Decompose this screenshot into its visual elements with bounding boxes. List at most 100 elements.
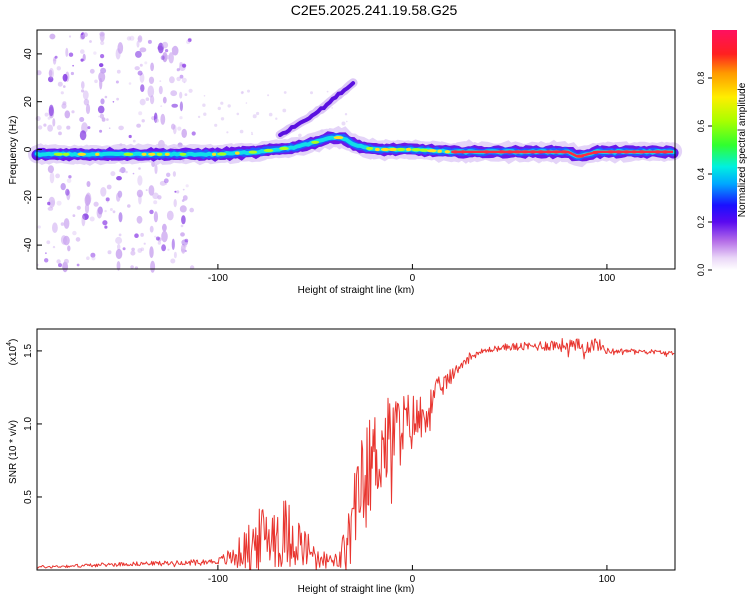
snr-x-label: Height of straight line (km) (298, 584, 415, 595)
spectrogram-noise-speck (165, 49, 169, 53)
spectrogram-noise-speck (148, 185, 155, 196)
spectrogram-noise-speck (79, 34, 85, 40)
snr-multiplier-exp: 4 (6, 342, 13, 346)
spectrogram-core-blob (333, 136, 344, 140)
spectrogram-core-blob (263, 148, 274, 153)
spectrogram-noise-speck (49, 33, 56, 40)
spectrogram-noise-speck (138, 167, 141, 170)
spectrogram-core-blob (248, 150, 258, 154)
spectrogram-noise-speck (67, 245, 71, 252)
spectrogram-harmonic-branch (278, 81, 356, 137)
spectrogram-noise-speck (49, 171, 55, 184)
spectrogram-noise-speck (170, 90, 178, 97)
spectrogram-noise-speck (107, 250, 112, 255)
spectrogram-noise-speck (189, 207, 194, 213)
spectrogram-noise-speck (99, 129, 103, 133)
spectrogram-noise-speck (132, 139, 136, 143)
spectrogram-noise-speck (62, 101, 67, 106)
spectrogram-noise-speck (184, 238, 189, 243)
spectrogram-noise-speck (226, 131, 229, 134)
spectrogram-noise-speck (167, 248, 170, 251)
spectrogram-noise-speck (115, 248, 123, 260)
spectrogram-noise-speck (154, 118, 159, 123)
spectrogram-noise-speck (188, 88, 193, 93)
spectrogram-noise-speck (138, 193, 142, 205)
spectrogram-noise-speck (310, 91, 313, 95)
spectrogram-core-blob (375, 147, 380, 152)
colorbar-tick-label: 0.6 (696, 120, 706, 133)
spectrogram-noise-speck (154, 235, 157, 238)
spectrogram-noise-speck (241, 91, 244, 94)
spectrogram-noise-speck (149, 209, 154, 215)
spectrogram-noise-speck (236, 112, 240, 116)
spectrogram-noise-speck (89, 216, 95, 222)
figure-title: C2E5.2025.241.19.58.G25 (291, 2, 458, 18)
spectrogram-noise-speck (147, 39, 152, 44)
spectrogram-noise-speck (220, 101, 224, 105)
spectrogram-noise-speck (176, 190, 180, 194)
spectrogram-noise-speck (159, 80, 162, 82)
spectrogram-noise-speck (346, 120, 348, 123)
spectrogram-noise-speck (166, 172, 171, 177)
spectrogram-noise-speck (166, 210, 174, 221)
spectrogram-x-tick-label: -100 (208, 273, 228, 284)
spectrogram-core-blob (396, 147, 406, 152)
spectrogram-noise-speck (102, 220, 108, 226)
spectrogram-noise-speck (171, 123, 176, 130)
spectrogram-noise-speck (63, 218, 70, 229)
spectrogram-noise-speck (57, 81, 63, 87)
spectrogram-noise-speck (217, 106, 221, 111)
spectrogram-noise-speck (122, 247, 126, 251)
spectrogram-y-tick-label: 20 (23, 96, 34, 108)
spectrogram-noise-speck (60, 91, 64, 95)
spectrogram-noise-speck (251, 131, 253, 134)
spectrogram-core-blob (179, 152, 187, 156)
spectrogram-noise-speck (191, 131, 196, 136)
snr-x-tick-label: 0 (410, 574, 416, 585)
spectrogram-noise-speck (139, 63, 143, 67)
spectrogram-y-ticks: -40 -20 0 20 40 (23, 48, 42, 252)
spectrogram-noise-speck (48, 76, 54, 83)
spectrogram-noise-speck (214, 123, 218, 127)
spectrogram-core-blob (211, 152, 217, 156)
spectrogram-noise-speck (181, 128, 187, 138)
svg-text:(x104): (x104) (6, 339, 19, 366)
spectrogram-noise-speck (118, 233, 122, 237)
spectrogram-noise-speck (109, 208, 113, 211)
spectrogram-noise-speck (116, 69, 121, 74)
spectrogram-noise-speck (161, 230, 168, 243)
spectrogram-noise-speck (47, 116, 51, 120)
colorbar-ticks: 0.0 0.2 0.4 0.6 0.8 (696, 72, 712, 276)
spectrogram-noise-speck (136, 123, 142, 128)
spectrogram-noise-speck (83, 32, 88, 38)
spectrogram-noise-speck (181, 248, 185, 253)
spectrogram-noise-speck (202, 103, 206, 107)
spectrogram-noise-speck (252, 114, 257, 119)
spectrogram-noise-speck (140, 232, 144, 237)
spectrogram-core-blob (217, 152, 227, 156)
colorbar-tick-label: 0.8 (696, 72, 706, 85)
spectrogram-noise-speck (80, 49, 85, 54)
spectrogram-noise-speck (79, 130, 87, 141)
spectrogram-noise-speck (160, 55, 165, 60)
spectrogram-noise-speck (56, 200, 62, 206)
spectrogram-noise-speck (157, 241, 162, 245)
spectrogram-noise-speck (176, 68, 180, 72)
spectrogram-core-blob (235, 151, 240, 155)
spectrogram-noise-speck (173, 251, 177, 259)
spectrogram-noise-speck (106, 184, 112, 190)
spectrogram-noise-speck (79, 117, 85, 122)
spectrogram-noise-speck (62, 73, 68, 82)
spectrogram-noise-speck (160, 113, 166, 125)
snr-series-line (36, 338, 675, 571)
spectrogram-noise-speck (169, 76, 175, 84)
spectrogram-noise-speck (48, 69, 53, 77)
spectrogram-noise-speck (81, 89, 85, 93)
spectrogram-noise-speck (75, 237, 81, 242)
spectrogram-noise-speck (63, 85, 66, 88)
spectrogram-noise-speck (171, 47, 176, 52)
spectrogram-noise-speck (179, 205, 187, 213)
spectrogram-core-blob (279, 146, 289, 151)
spectrogram-noise-speck (89, 40, 92, 43)
spectrogram-noise-speck (163, 178, 169, 184)
